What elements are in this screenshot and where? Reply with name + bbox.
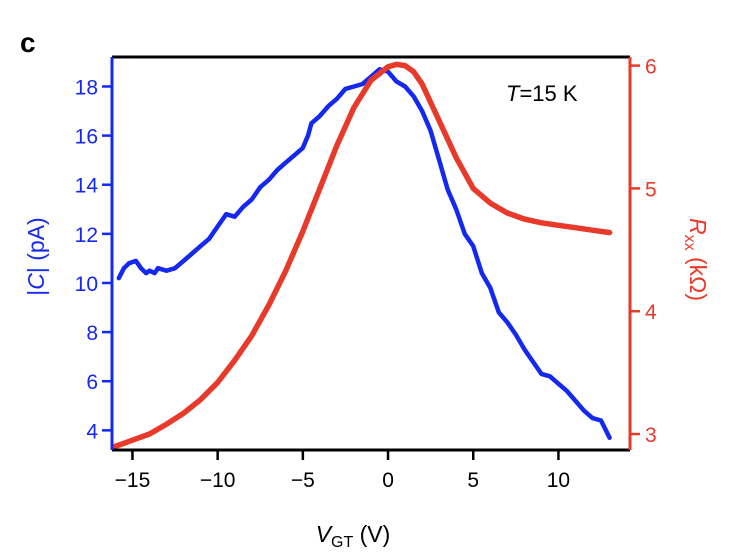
y-axis-label-left-unit: | (pA) xyxy=(23,217,49,273)
y-tick-label-left: 8 xyxy=(86,322,98,345)
y-axis-label-left: |C| (pA) xyxy=(23,217,49,295)
x-axis-label: VGT (V) xyxy=(316,521,391,551)
labels-layer: −15 −10 −5 0 5 10 4 6 8 10 12 14 16 18 3 4 5 6 VGT (V) |C| … xyxy=(23,56,711,551)
temperature-annotation-symbol: T xyxy=(506,81,521,106)
panel-label: c xyxy=(20,27,36,58)
series-layer xyxy=(112,61,613,450)
series-line-left xyxy=(116,67,612,440)
temperature-annotation: T=15 K xyxy=(506,81,578,106)
x-tick-label: −10 xyxy=(200,469,236,492)
x-tick-label: 0 xyxy=(382,469,394,492)
x-tick-label: −5 xyxy=(291,469,315,492)
y-axis-label-right-symbol: R xyxy=(685,218,711,235)
x-tick-label: −15 xyxy=(115,469,151,492)
y-tick-label-right: 5 xyxy=(645,178,657,201)
y-tick-label-left: 14 xyxy=(75,175,99,198)
x-tick-label: 10 xyxy=(547,469,570,492)
series-line-right xyxy=(112,61,613,450)
y-axis-label-left-symbol: C xyxy=(23,273,49,290)
y-tick-label-right: 4 xyxy=(645,301,657,324)
y-axis-label-left-bar-open: | xyxy=(23,290,49,296)
y-tick-label-left: 16 xyxy=(75,126,98,149)
x-tick-label: 5 xyxy=(467,469,479,492)
y-tick-label-left: 18 xyxy=(75,76,98,99)
y-tick-label-left: 10 xyxy=(75,273,98,296)
temperature-annotation-value: =15 K xyxy=(519,81,577,106)
y-axis-label-right-subscript: xx xyxy=(681,235,698,251)
y-tick-label-left: 12 xyxy=(75,224,98,247)
y-axis-label-right: Rxx (kΩ) xyxy=(681,218,711,301)
y-tick-label-left: 4 xyxy=(86,420,98,443)
x-axis-label-subscript: GT xyxy=(331,534,353,551)
axes-layer xyxy=(102,55,640,460)
y-axis-label-right-unit: (kΩ) xyxy=(685,251,711,301)
x-axis-label-unit: (V) xyxy=(353,521,390,547)
y-tick-label-left: 6 xyxy=(86,371,98,394)
x-axis-label-symbol: V xyxy=(316,521,334,547)
y-tick-label-right: 6 xyxy=(645,56,657,79)
y-tick-label-right: 3 xyxy=(645,424,657,447)
